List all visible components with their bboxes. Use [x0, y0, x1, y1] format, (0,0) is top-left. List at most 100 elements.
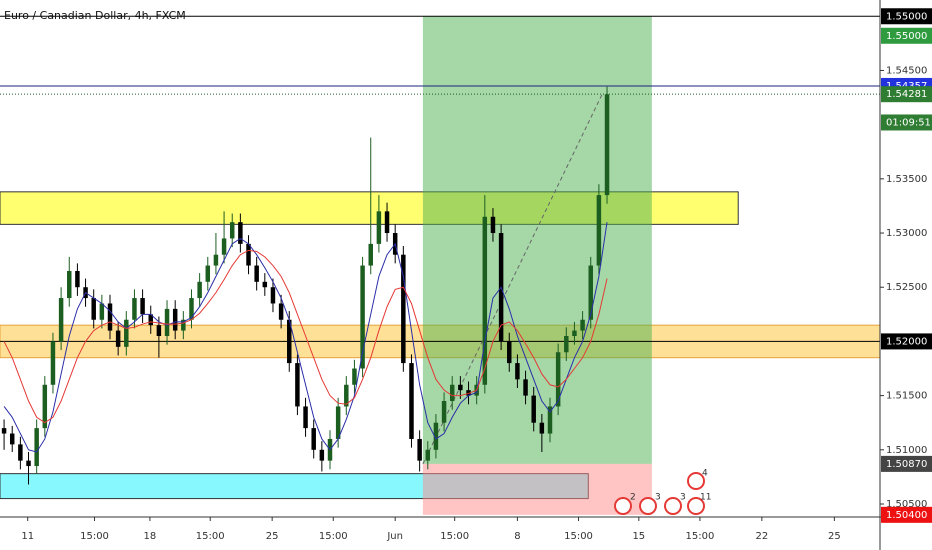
candle-body [99, 303, 105, 320]
candle-body [278, 303, 284, 320]
y-tick-label: 1.53500 [886, 174, 927, 185]
candle-body [189, 298, 194, 320]
candle-body [181, 319, 186, 331]
y-tick-label: 1.50500 [886, 499, 927, 510]
candle-body [523, 379, 528, 396]
event-icon[interactable] [614, 497, 632, 515]
candle-body [18, 444, 23, 461]
event-count: 2 [630, 493, 636, 503]
event-count: 4 [702, 469, 708, 479]
candle-body [458, 384, 463, 391]
event-count: 3 [680, 493, 686, 503]
event-icon[interactable] [687, 497, 705, 515]
candle-body [156, 325, 162, 336]
candle-body [596, 195, 602, 266]
plot-area [0, 15, 881, 515]
event-icon[interactable] [664, 497, 682, 515]
candle-body [401, 254, 406, 364]
candle-body [417, 438, 422, 461]
candle-body [238, 222, 243, 244]
x-tick-label: 25 [828, 531, 841, 542]
candle-body [34, 428, 39, 467]
candle-body [246, 243, 251, 266]
chart-title: Euro / Canadian Dollar, 4h, FXCM [4, 9, 186, 22]
candle-body [197, 281, 202, 299]
candle-body [140, 298, 145, 315]
candle-body [270, 287, 276, 304]
candle-body [555, 352, 561, 407]
candle-body [368, 243, 373, 266]
x-tick-label: 15:00 [686, 531, 715, 542]
candle-body [335, 406, 341, 439]
price-label-box [881, 506, 932, 523]
candle-body [75, 270, 80, 288]
candle-body [107, 303, 113, 331]
y-tick-label: 1.53000 [886, 228, 927, 239]
candle-body [148, 314, 153, 326]
price-label-box [881, 333, 932, 350]
candle-body [360, 265, 365, 369]
candle-body [384, 211, 390, 234]
candle-body [213, 254, 219, 266]
candle-body [1, 428, 7, 434]
event-icon[interactable] [639, 497, 657, 515]
candle-body [91, 298, 96, 320]
y-tick-label: 1.51000 [886, 445, 927, 456]
price-label: 1.55000 [886, 31, 927, 42]
moving-average [3, 222, 608, 453]
candle-body [547, 406, 553, 434]
candle-body [9, 433, 15, 445]
price-label-box [881, 8, 932, 25]
event-icons: 2 3 3 4 11 [614, 469, 711, 515]
trend-line [422, 94, 603, 465]
x-tick-label: 15:00 [80, 531, 109, 542]
x-tick-label: 15:00 [564, 531, 593, 542]
price-label: 1.55000 [886, 11, 927, 22]
candle-body [319, 449, 325, 461]
candle-body [221, 238, 227, 255]
candle-body [564, 335, 569, 353]
y-tick-label: 1.51500 [886, 391, 927, 402]
y-tick-label: 1.54500 [886, 65, 927, 76]
price-label-box [881, 114, 932, 131]
zone [422, 463, 652, 515]
zone [422, 16, 652, 464]
candle-body [515, 363, 520, 380]
candle-body [115, 330, 121, 347]
candle-body [262, 281, 268, 288]
candle-body [482, 216, 488, 385]
moving-average [3, 249, 608, 424]
candle-body [205, 265, 211, 282]
candle-body [124, 319, 129, 347]
candle-body [409, 363, 414, 439]
event-icon[interactable] [687, 472, 705, 490]
price-label: 01:09:51 [886, 117, 931, 128]
candle-body [490, 216, 496, 234]
candle-body [588, 265, 593, 320]
price-label-box [881, 86, 932, 103]
candle-body [352, 368, 357, 385]
event-count: 11 [700, 493, 711, 503]
candle-body [172, 308, 178, 331]
x-tick-label: 25 [266, 531, 279, 542]
candle-body [531, 395, 536, 423]
event-count: 3 [655, 493, 661, 503]
candle-body [604, 94, 610, 196]
candle-body [433, 422, 439, 450]
candle-body [164, 308, 170, 336]
candle-body [580, 319, 585, 331]
candle-body [132, 298, 137, 320]
x-tick-label: 18 [144, 531, 157, 542]
x-tick-label: 11 [21, 531, 34, 542]
price-label-box [881, 455, 932, 472]
candle-body [376, 211, 382, 244]
candle-body [311, 428, 316, 450]
candle-body [42, 384, 48, 429]
candle-body [539, 422, 545, 434]
candle-body [449, 384, 455, 402]
price-label: 1.50870 [886, 459, 927, 470]
candle-body [295, 363, 300, 407]
candle-body [507, 341, 512, 364]
x-tick-label: 15 [632, 531, 645, 542]
candle-body [425, 449, 431, 461]
